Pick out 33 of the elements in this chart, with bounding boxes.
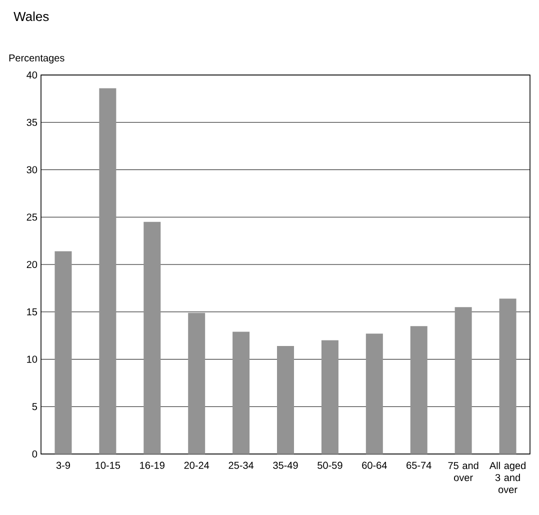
x-tick-label: 50-59 [318,462,342,469]
bar [99,88,116,454]
y-axis-title: Percentages [9,54,64,64]
y-tick-label: 5 [32,403,38,410]
bar [277,346,294,454]
x-tick-label: 10-15 [96,462,120,469]
y-tick-label: 10 [27,356,38,363]
bar [188,312,206,454]
x-tick-label: 35-49 [273,462,298,469]
y-tick-label: 35 [26,118,38,126]
y-tick-label: 30 [26,166,38,174]
x-tick-label: 16-19 [140,462,164,469]
chart-title: Wales [14,12,49,22]
y-tick-label: 0 [32,450,38,458]
x-tick-label: 25-34 [228,462,254,469]
x-tick-label: All aged 3 and over [489,462,526,494]
bar [321,340,338,454]
x-tick-label: 3-9 [56,462,70,469]
y-tick-label: 15 [27,308,38,316]
x-tick-label: 60-64 [362,462,387,469]
bar [54,251,72,454]
x-tick-label: 75 and over [448,462,478,482]
x-tick-label: 20-24 [184,462,210,469]
bar [366,334,383,454]
bar [232,332,250,454]
bar [499,298,516,454]
x-tick-label: 65-74 [406,462,432,469]
y-tick-label: 20 [26,260,38,268]
bar [454,307,472,454]
y-tick-label: 25 [26,214,38,221]
bar [144,222,161,454]
y-tick-label: 40 [26,71,38,79]
bar [410,326,428,454]
